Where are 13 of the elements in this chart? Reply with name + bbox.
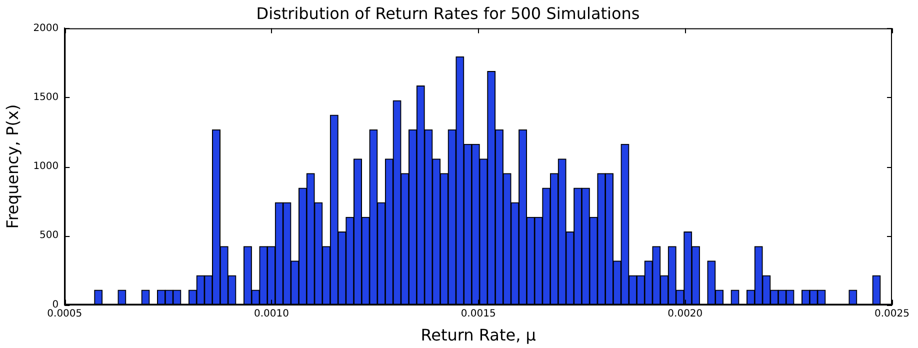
y-tick-label: 1000 <box>33 161 59 172</box>
x-axis-title: Return Rate, μ <box>420 326 536 345</box>
y-tick-label: 1500 <box>33 92 59 103</box>
x-tick-label: 0.0020 <box>668 308 703 320</box>
y-tick-label: 2000 <box>33 22 59 34</box>
x-tick-label: 0.0010 <box>254 308 289 320</box>
y-tick-label: 0 <box>52 299 59 310</box>
y-axis-title: Frequency, P(x) <box>2 104 22 229</box>
x-tick-label: 0.0005 <box>47 308 82 320</box>
x-tick-label: 0.0015 <box>460 308 496 320</box>
y-tick-label: 500 <box>40 230 59 242</box>
chart-title: Distribution of Return Rates for 500 Simulations <box>256 4 640 23</box>
x-tick-label: 0.0025 <box>874 308 910 320</box>
